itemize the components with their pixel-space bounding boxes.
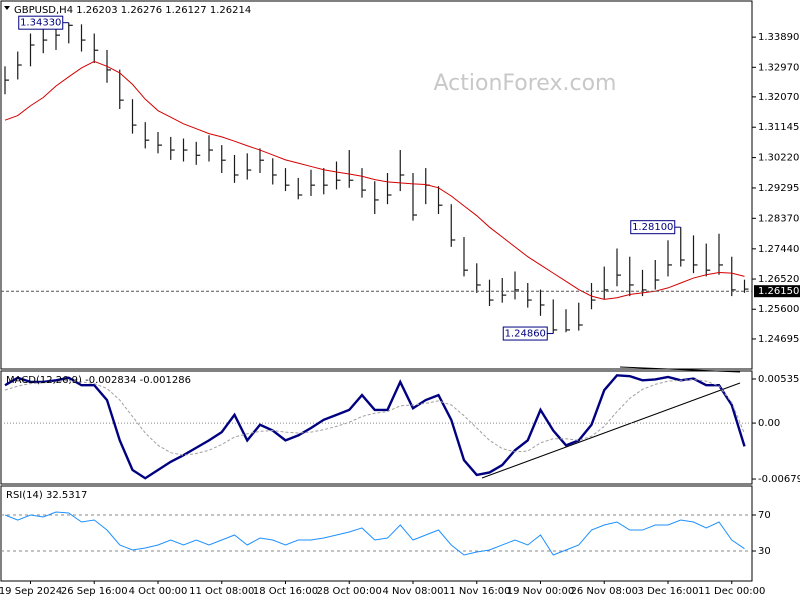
y-tick-label: 0.005359: [758, 374, 800, 385]
x-tick-label: 4 Oct 00:00: [129, 586, 188, 597]
annotation-box: [630, 220, 676, 235]
panel-frame: [0, 485, 753, 582]
annotation-label: 1.24860: [505, 329, 546, 340]
trend-line: [481, 382, 741, 479]
x-tick-label: 26 Sep 16:00: [61, 586, 128, 597]
y-tick-label: 30: [758, 546, 771, 557]
y-tick-label: 1.32070: [758, 92, 799, 103]
y-tick-label: 1.24695: [758, 334, 799, 345]
rsi-line: [4, 511, 745, 556]
x-tick-label: 19 Sep 2024: [0, 586, 62, 597]
y-tick-label: 1.33890: [758, 32, 799, 43]
y-tick-label: 1.30220: [758, 153, 799, 164]
annotation-box: [502, 326, 548, 341]
annotation-label: 1.34330: [20, 18, 61, 29]
x-tick-label: 11 Dec 00:00: [698, 586, 765, 597]
x-tick-label: 4 Nov 08:00: [382, 586, 443, 597]
moving-average: [4, 60, 745, 300]
y-tick-label: 1.29295: [758, 183, 799, 194]
menu-icon: [4, 6, 10, 10]
y-tick-label: 1.25600: [758, 304, 799, 315]
price-label: 1.26150: [758, 286, 799, 297]
y-tick-label: 0.00: [758, 418, 780, 429]
y-tick-label: 1.28370: [758, 213, 799, 224]
panel-title: MACD(12,26,9) -0.002834 -0.001286: [6, 375, 191, 386]
x-tick-label: 18 Oct 16:00: [253, 586, 318, 597]
x-tick-label: 19 Nov 00:00: [507, 586, 574, 597]
panel-frame: [0, 0, 753, 370]
watermark: ActionForex.com: [434, 71, 617, 96]
y-tick-label: -0.006798: [758, 474, 800, 485]
panel-frame: [0, 370, 753, 485]
x-tick-label: 11 Nov 16:00: [443, 586, 510, 597]
x-tick-label: 11 Oct 08:00: [189, 586, 254, 597]
panel-title: GBPUSD,H4 1.26203 1.26276 1.26127 1.2621…: [14, 5, 251, 16]
macd-line: [4, 378, 745, 456]
y-tick-label: 70: [758, 510, 771, 521]
x-tick-label: 3 Dec 16:00: [638, 586, 699, 597]
y-tick-label: 1.31145: [758, 122, 799, 133]
y-tick-label: 1.32970: [758, 62, 799, 73]
y-tick-label: 1.26520: [758, 274, 799, 285]
panel-title: RSI(14) 32.5317: [6, 490, 87, 501]
macd-line: [4, 374, 746, 480]
annotation-box: [18, 15, 64, 30]
y-tick-label: 1.27440: [758, 244, 799, 255]
annotation-label: 1.28100: [632, 222, 673, 233]
x-tick-label: 28 Oct 00:00: [317, 586, 382, 597]
price-label-box: [754, 285, 800, 298]
x-tick-label: 26 Nov 08:00: [571, 586, 638, 597]
